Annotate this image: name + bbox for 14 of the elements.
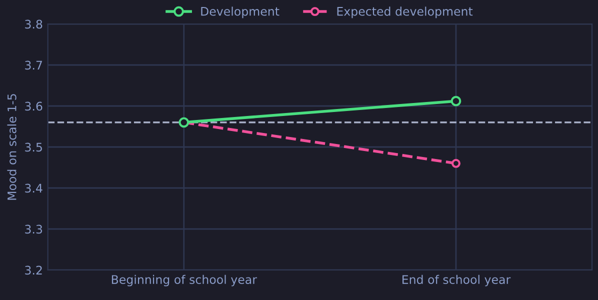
x-tick-label: Beginning of school year: [112, 274, 257, 286]
y-tick-label: 3.3: [25, 224, 42, 234]
x-tick-label: End of school year: [402, 274, 511, 286]
y-tick-label: 3.2: [25, 266, 42, 275]
point: [451, 158, 460, 168]
y-tick-label: 3.7: [25, 60, 42, 70]
y-tick-label: 3.4: [25, 184, 42, 193]
legend-label: Expected development: [337, 6, 473, 18]
legend-label: Development: [201, 6, 280, 18]
y-tick-label: 3.8: [25, 20, 42, 29]
y-axis-title: Mood on scale 1-5: [7, 94, 16, 200]
point: [450, 96, 462, 106]
y-tick-label: 3.5: [25, 142, 42, 152]
y-tick-label: 3.6: [25, 102, 42, 111]
